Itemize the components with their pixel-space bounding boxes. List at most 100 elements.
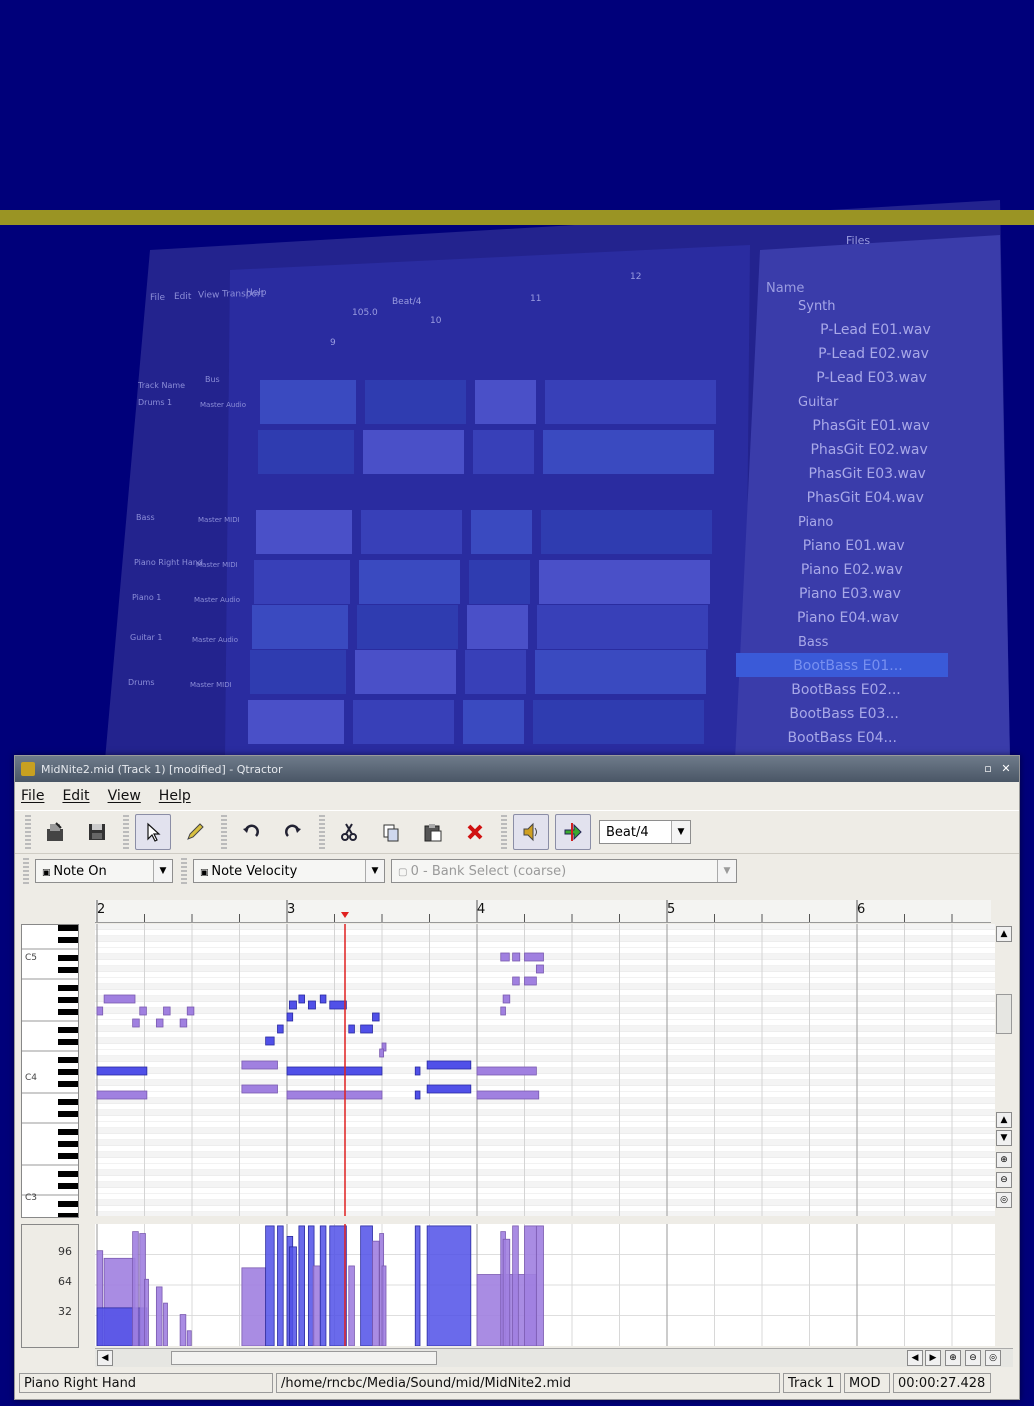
velocity-bar[interactable] <box>144 1278 149 1346</box>
midi-note[interactable] <box>163 1006 171 1016</box>
midi-note[interactable] <box>307 1000 316 1010</box>
scroll-left-icon[interactable]: ◀ <box>97 1350 113 1366</box>
time-ruler[interactable]: 2 3 4 5 6 <box>95 900 991 923</box>
toolbar-grip[interactable] <box>181 858 187 884</box>
delete-button[interactable] <box>457 814 493 850</box>
velocity-bar[interactable] <box>319 1225 327 1346</box>
horizontal-scroll-thumb[interactable] <box>171 1351 437 1365</box>
save-as-button[interactable] <box>37 814 73 850</box>
velocity-bar[interactable] <box>360 1225 373 1346</box>
zoom-reset-icon[interactable]: ◎ <box>985 1350 1001 1366</box>
restore-icon[interactable]: ▫ <box>984 762 992 775</box>
menu-help[interactable]: Help <box>158 788 191 804</box>
zoom-in-icon[interactable]: ⊕ <box>945 1350 961 1366</box>
midi-note[interactable] <box>348 1024 355 1034</box>
velocity-bar[interactable] <box>381 1265 387 1346</box>
midi-note[interactable] <box>535 964 544 974</box>
midi-note[interactable] <box>286 1012 294 1022</box>
scroll-left-icon[interactable]: ◀ <box>907 1350 923 1366</box>
paste-button[interactable] <box>415 814 451 850</box>
select-mode-button[interactable] <box>135 814 171 850</box>
midi-note[interactable] <box>500 1006 506 1016</box>
piano-roll-notes[interactable] <box>95 924 995 1216</box>
piano-keyboard[interactable]: C5 C4 C3 <box>21 924 79 1218</box>
midi-note[interactable] <box>179 1018 188 1028</box>
midi-note[interactable] <box>500 952 510 962</box>
velocity-bar[interactable] <box>179 1314 187 1346</box>
midi-note[interactable] <box>414 1090 421 1100</box>
velocity-bar[interactable] <box>132 1231 139 1346</box>
midi-note[interactable] <box>426 1060 472 1070</box>
velocity-bar[interactable] <box>186 1330 192 1346</box>
velocity-bar[interactable] <box>96 1250 104 1346</box>
midi-note[interactable] <box>426 1084 472 1094</box>
snap-select[interactable]: Beat/4 ▼ <box>599 820 691 844</box>
velocity-bar[interactable] <box>535 1225 544 1346</box>
velocity-bar[interactable] <box>155 1286 163 1346</box>
follow-playhead-button[interactable] <box>555 814 591 850</box>
horizontal-scrollbar[interactable]: ◀ ◀ ▶ ⊕ ⊖ ◎ <box>95 1348 1013 1367</box>
preview-notes-button[interactable] <box>513 814 549 850</box>
midi-note[interactable] <box>379 1048 385 1058</box>
midi-note[interactable] <box>298 994 305 1004</box>
scroll-up-icon[interactable]: ▲ <box>996 926 1012 942</box>
midi-note[interactable] <box>186 1006 195 1016</box>
midi-note[interactable] <box>360 1024 373 1034</box>
velocity-bar[interactable] <box>277 1225 284 1346</box>
cut-button[interactable] <box>331 814 367 850</box>
velocity-bar[interactable] <box>414 1225 421 1346</box>
midi-note[interactable] <box>288 1000 297 1010</box>
midi-note[interactable] <box>524 952 544 962</box>
velocity-bar[interactable] <box>426 1225 472 1346</box>
midi-note[interactable] <box>414 1066 421 1076</box>
zoom-out-icon[interactable]: ⊖ <box>996 1172 1012 1188</box>
vertical-scroll-thumb[interactable] <box>996 994 1012 1034</box>
close-icon[interactable]: ✕ <box>1001 762 1011 775</box>
midi-note[interactable] <box>103 994 136 1004</box>
midi-note[interactable] <box>132 1018 140 1028</box>
velocity-bar[interactable] <box>502 1238 511 1346</box>
midi-note[interactable] <box>372 1012 380 1022</box>
zoom-out-icon[interactable]: ⊖ <box>965 1350 981 1366</box>
toolbar-grip[interactable] <box>25 815 31 849</box>
velocity-bar[interactable] <box>298 1225 305 1346</box>
copy-button[interactable] <box>373 814 409 850</box>
save-button[interactable] <box>79 814 115 850</box>
midi-note[interactable] <box>96 1090 148 1100</box>
menu-edit[interactable]: Edit <box>62 788 90 804</box>
menu-file[interactable]: File <box>21 788 45 804</box>
velocity-bar[interactable] <box>265 1225 275 1346</box>
midi-note[interactable] <box>476 1090 540 1100</box>
midi-note[interactable] <box>241 1060 278 1070</box>
midi-note[interactable] <box>524 976 537 986</box>
midi-note[interactable] <box>329 1000 347 1010</box>
title-bar[interactable]: MidNite2.mid (Track 1) [modified] - Qtra… <box>15 756 1019 782</box>
zoom-reset-icon[interactable]: ◎ <box>996 1192 1012 1208</box>
velocity-bar[interactable] <box>241 1267 267 1346</box>
velocity-bar[interactable] <box>163 1302 168 1346</box>
view-type-select[interactable]: ▣ Note On ▼ <box>35 859 173 883</box>
velocity-bar[interactable] <box>372 1240 380 1346</box>
velocity-lane[interactable] <box>95 1224 995 1346</box>
midi-note[interactable] <box>277 1024 284 1034</box>
edit-mode-button[interactable] <box>177 814 213 850</box>
midi-note[interactable] <box>96 1066 148 1076</box>
midi-note[interactable] <box>512 952 521 962</box>
midi-note[interactable] <box>286 1066 383 1076</box>
scroll-up-icon[interactable]: ▲ <box>996 1112 1012 1128</box>
zoom-in-icon[interactable]: ⊕ <box>996 1152 1012 1168</box>
midi-note[interactable] <box>476 1066 537 1076</box>
scroll-right-icon[interactable]: ▶ <box>925 1350 941 1366</box>
velocity-bar[interactable] <box>312 1265 321 1346</box>
event-type-select[interactable]: ▣ Note Velocity ▼ <box>193 859 385 883</box>
midi-note[interactable] <box>502 994 511 1004</box>
velocity-bar[interactable] <box>524 1225 537 1346</box>
vertical-scrollbar[interactable]: ▲ ▲ ▼ ⊕ ⊖ ◎ <box>995 924 1013 1216</box>
scroll-down-icon[interactable]: ▼ <box>996 1130 1012 1146</box>
velocity-bar[interactable] <box>288 1246 297 1346</box>
midi-note[interactable] <box>241 1084 278 1094</box>
midi-note[interactable] <box>265 1036 275 1046</box>
midi-note[interactable] <box>139 1006 147 1016</box>
velocity-bar[interactable] <box>348 1265 355 1346</box>
midi-note[interactable] <box>319 994 327 1004</box>
